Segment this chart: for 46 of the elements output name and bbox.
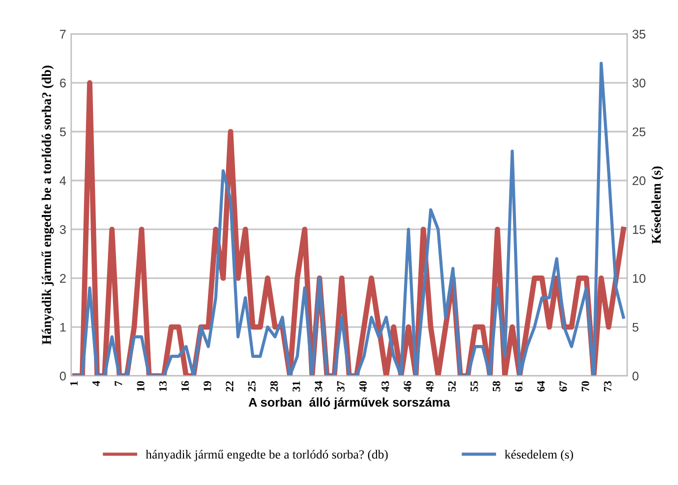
x-tick-label: 19 [204,381,212,391]
x-tick-label: 31 [292,381,300,392]
y2-tick-label: 30 [632,78,646,88]
y2-tick-label: 25 [632,127,646,136]
y2-tick-label: 5 [632,322,638,332]
legend-label: hányadik jármű engedte be a torlódó sorba? (db) [146,450,388,462]
x-tick-label: 40 [359,381,367,392]
x-tick-label: 64 [537,380,545,392]
x-tick-label: 25 [248,381,256,392]
y2-tick-label: 20 [632,176,646,186]
x-tick-label: 58 [492,381,500,392]
y2-axis-title: Késedelem (s) [651,166,664,244]
x-tick-label: 34 [314,380,322,392]
x-tick-label: 67 [559,381,567,392]
y2-tick-label: 10 [632,274,646,283]
y-tick-label: 1 [60,322,66,332]
x-tick-label: 61 [514,381,522,392]
y-tick-label: 2 [60,274,66,283]
x-tick-label: 52 [448,381,456,392]
y-tick-label: 3 [60,225,66,234]
x-tick-label: 70 [582,381,590,392]
x-tick-label: 1 [70,381,78,386]
y-tick-label: 4 [60,176,66,186]
x-tick-label: 49 [426,381,434,392]
y-tick-label: 0 [60,372,66,381]
x-tick-label: 73 [604,381,612,392]
x-tick-label: 10 [136,381,144,391]
x-tick-label: 46 [404,381,412,392]
y2-tick-label: 0 [632,372,638,381]
x-tick-label: 22 [226,381,234,392]
legend-label: késedelem (s) [504,450,574,462]
x-tick-label: 7 [114,381,122,386]
x-tick-label: 13 [159,381,167,391]
x-tick-label: 43 [382,381,390,392]
y2-tick-label: 35 [632,30,646,39]
x-axis-title: A sorban álló járművek sorszáma [248,397,450,410]
x-tick-label: 4 [92,380,100,386]
y-tick-label: 7 [60,30,66,38]
x-tick-label: 55 [470,381,478,392]
y-tick-label: 5 [60,128,66,136]
y-axis-title: Hányadik jármű engedte be a torlódó sorba? (db) [42,66,54,345]
x-tick-label: 28 [270,381,278,392]
x-tick-label: 16 [181,381,189,391]
x-tick-label: 37 [337,381,345,392]
y-tick-label: 6 [60,78,66,88]
y2-tick-label: 15 [632,225,646,234]
